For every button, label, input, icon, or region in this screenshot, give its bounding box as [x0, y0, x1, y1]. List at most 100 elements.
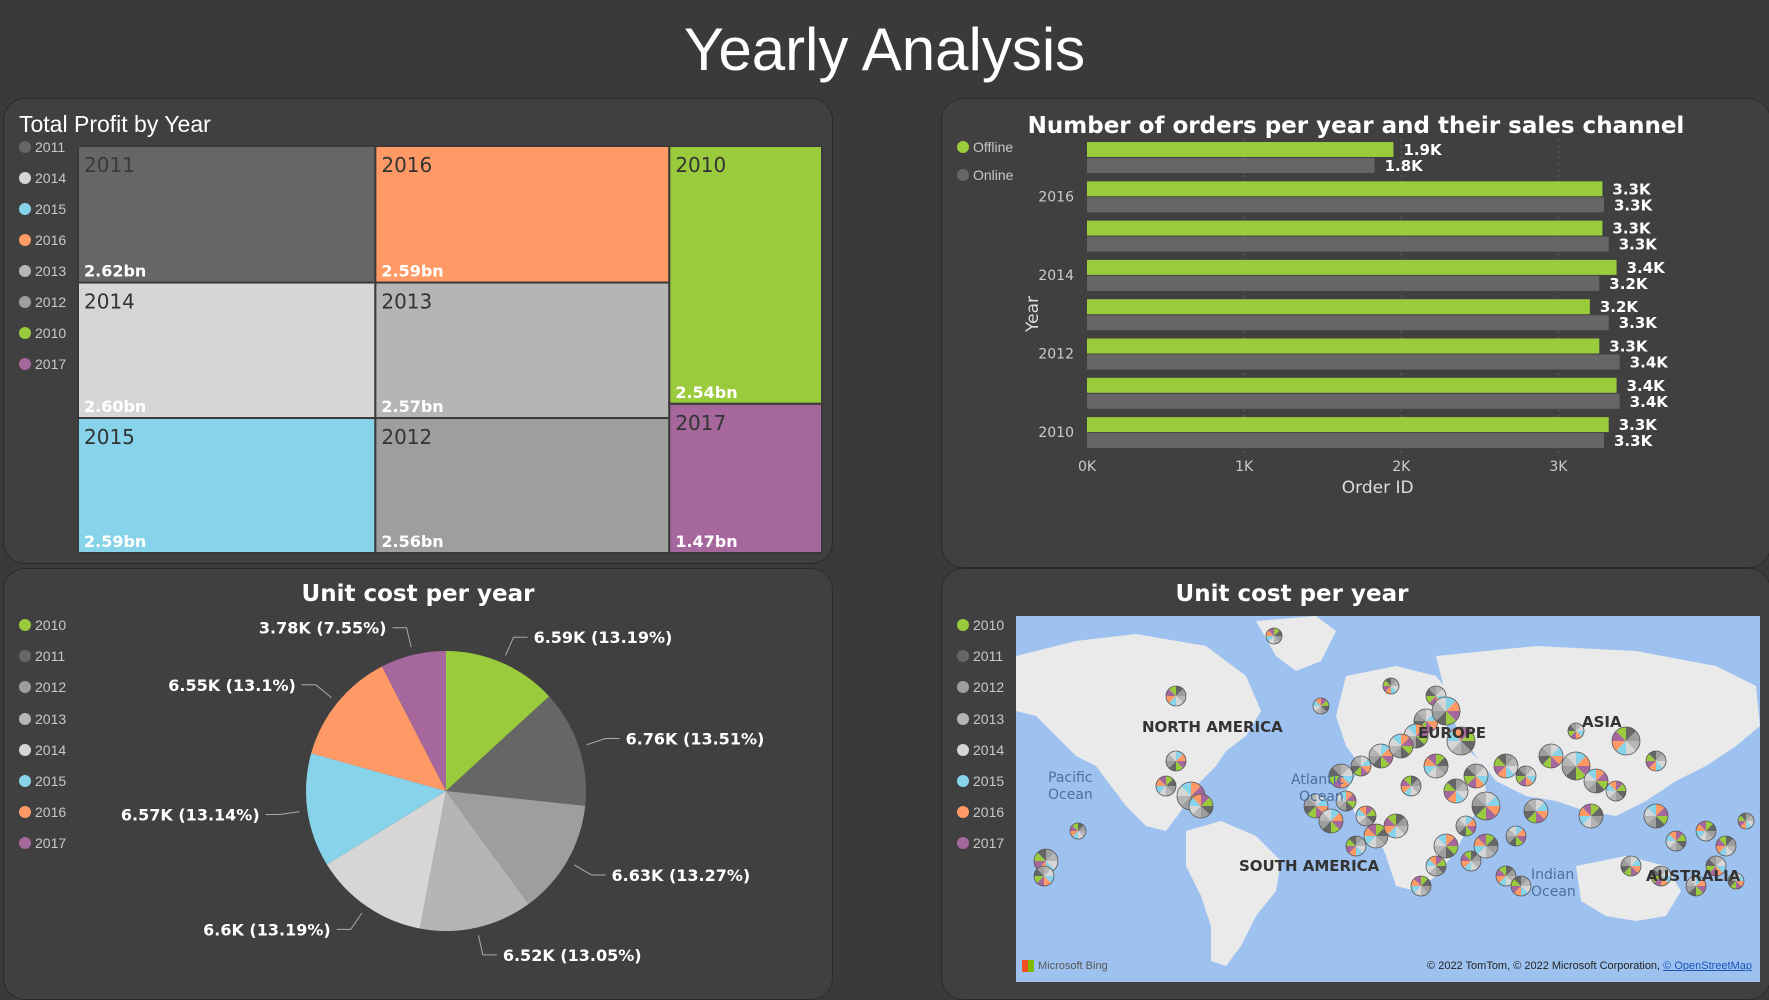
map-bubble[interactable]: [1312, 697, 1330, 715]
map-legend-item-2016[interactable]: 2016: [957, 804, 1004, 820]
map-bubble[interactable]: [1455, 815, 1477, 837]
map-bubble[interactable]: [1695, 820, 1717, 842]
pie-legend-item-2010[interactable]: 2010: [19, 617, 66, 633]
bar-online-2015[interactable]: [1087, 236, 1609, 252]
osm-link[interactable]: © OpenStreetMap: [1663, 960, 1752, 972]
map-bubble[interactable]: [1578, 803, 1604, 829]
map-bubble[interactable]: [1335, 790, 1357, 812]
treemap-legend-item-2012[interactable]: 2012: [19, 294, 66, 310]
map-bubble[interactable]: [1473, 833, 1499, 859]
treemap-legend-item-2016[interactable]: 2016: [19, 232, 66, 248]
treemap-legend-item-2014[interactable]: 2014: [19, 170, 66, 186]
bar-online-2012[interactable]: [1087, 354, 1620, 370]
treemap-tile-2013[interactable]: 2013 2.57bn: [374, 281, 671, 420]
map-bubble[interactable]: [1538, 743, 1564, 769]
bar-offline-2015[interactable]: [1087, 220, 1603, 236]
map-bubble[interactable]: [1727, 872, 1745, 890]
map-bubble[interactable]: [1425, 855, 1447, 877]
bar-offline-2012[interactable]: [1087, 338, 1600, 354]
map-legend-item-2012[interactable]: 2012: [957, 679, 1004, 695]
treemap-legend-item-2015[interactable]: 2015: [19, 201, 66, 217]
pie-slice-2010[interactable]: [446, 651, 550, 791]
map-bubble[interactable]: [1643, 803, 1669, 829]
map-bubble[interactable]: [1443, 778, 1469, 804]
pie-slice-2012[interactable]: [446, 791, 586, 905]
bar-legend-item-offline[interactable]: Offline: [957, 139, 1013, 155]
map-legend-item-2017[interactable]: 2017: [957, 835, 1004, 851]
map-bubble[interactable]: [1510, 875, 1532, 897]
map-bubble[interactable]: [1188, 793, 1214, 819]
map-bubble[interactable]: [1410, 875, 1432, 897]
pie-legend-item-2013[interactable]: 2013: [19, 711, 66, 727]
bar-online-2016[interactable]: [1087, 197, 1604, 213]
map-bubble[interactable]: [1471, 791, 1501, 821]
bar-legend-item-online[interactable]: Online: [957, 167, 1013, 183]
map-bubble[interactable]: [1069, 822, 1087, 840]
treemap-legend-item-2013[interactable]: 2013: [19, 263, 66, 279]
pie-slice-2013[interactable]: [419, 791, 529, 931]
treemap-legend-item-2017[interactable]: 2017: [19, 356, 66, 372]
treemap-tile-2015[interactable]: 2015 2.59bn: [77, 417, 377, 554]
bar-offline-2013[interactable]: [1087, 299, 1590, 315]
map-bubble[interactable]: [1265, 627, 1283, 645]
map-viewport[interactable]: NORTH AMERICA EUROPE ASIA SOUTH AMERICA …: [1016, 616, 1760, 982]
world-map[interactable]: NORTH AMERICA EUROPE ASIA SOUTH AMERICA …: [1016, 616, 1760, 982]
bar-offline-2014[interactable]: [1087, 259, 1617, 275]
map-bubble[interactable]: [1350, 755, 1372, 777]
treemap-tile-2012[interactable]: 2012 2.56bn: [374, 417, 671, 554]
pie-slice-2011[interactable]: [446, 696, 586, 806]
map-bubble[interactable]: [1515, 765, 1537, 787]
pie-legend-item-2015[interactable]: 2015: [19, 773, 66, 789]
bar-online-2013[interactable]: [1087, 315, 1609, 331]
treemap-tile-2011[interactable]: 2011 2.62bn: [77, 145, 377, 284]
map-bubble[interactable]: [1523, 798, 1549, 824]
map-bubble[interactable]: [1685, 875, 1707, 897]
bar-offline-2016[interactable]: [1087, 181, 1603, 197]
map-bubble[interactable]: [1650, 865, 1672, 887]
map-legend-item-2015[interactable]: 2015: [957, 773, 1004, 789]
bar-online-2010[interactable]: [1087, 433, 1604, 449]
map-bubble[interactable]: [1431, 696, 1461, 726]
map-bubble[interactable]: [1446, 726, 1476, 756]
map-bubble[interactable]: [1493, 753, 1519, 779]
treemap-tile-2017[interactable]: 2017 1.47bn: [668, 402, 824, 555]
map-bubble[interactable]: [1382, 677, 1400, 695]
pie-legend-item-2011[interactable]: 2011: [19, 648, 65, 664]
map-bubble[interactable]: [1665, 830, 1687, 852]
map-bubble[interactable]: [1463, 763, 1489, 789]
map-bubble[interactable]: [1505, 825, 1527, 847]
bar-offline-2011[interactable]: [1087, 377, 1617, 393]
map-bubble[interactable]: [1363, 823, 1389, 849]
map-legend-item-2013[interactable]: 2013: [957, 711, 1004, 727]
map-bubble[interactable]: [1620, 855, 1642, 877]
map-legend-item-2014[interactable]: 2014: [957, 742, 1004, 758]
map-bubble[interactable]: [1355, 805, 1377, 827]
map-bubble[interactable]: [1737, 812, 1755, 830]
treemap-legend-item-2010[interactable]: 2010: [19, 325, 66, 341]
bar-online-2017[interactable]: [1087, 158, 1375, 173]
pie-slice-2017[interactable]: [381, 651, 446, 791]
map-bubble[interactable]: [1033, 865, 1055, 887]
pie-legend-item-2016[interactable]: 2016: [19, 804, 66, 820]
map-bubble[interactable]: [1583, 768, 1609, 794]
map-bubble[interactable]: [1423, 753, 1449, 779]
map-bubble[interactable]: [1611, 726, 1641, 756]
treemap-legend-item-2011[interactable]: 2011: [19, 139, 65, 155]
bar-offline-2017[interactable]: [1087, 142, 1394, 157]
map-bubble[interactable]: [1388, 733, 1414, 759]
bar-online-2011[interactable]: [1087, 393, 1620, 409]
map-bubble[interactable]: [1715, 835, 1737, 857]
map-bubble[interactable]: [1605, 780, 1627, 802]
map-bubble[interactable]: [1318, 808, 1344, 834]
map-bubble[interactable]: [1165, 685, 1187, 707]
bar-offline-2010[interactable]: [1087, 417, 1609, 433]
pie-legend-item-2017[interactable]: 2017: [19, 835, 66, 851]
treemap-tile-2016[interactable]: 2016 2.59bn: [374, 145, 671, 284]
map-bubble[interactable]: [1567, 722, 1585, 740]
pie-legend-item-2014[interactable]: 2014: [19, 742, 66, 758]
map-bubble[interactable]: [1155, 775, 1177, 797]
map-bubble[interactable]: [1400, 775, 1422, 797]
map-legend-item-2011[interactable]: 2011: [957, 648, 1003, 664]
pie-slice-2015[interactable]: [306, 753, 446, 865]
map-bubble[interactable]: [1368, 743, 1394, 769]
